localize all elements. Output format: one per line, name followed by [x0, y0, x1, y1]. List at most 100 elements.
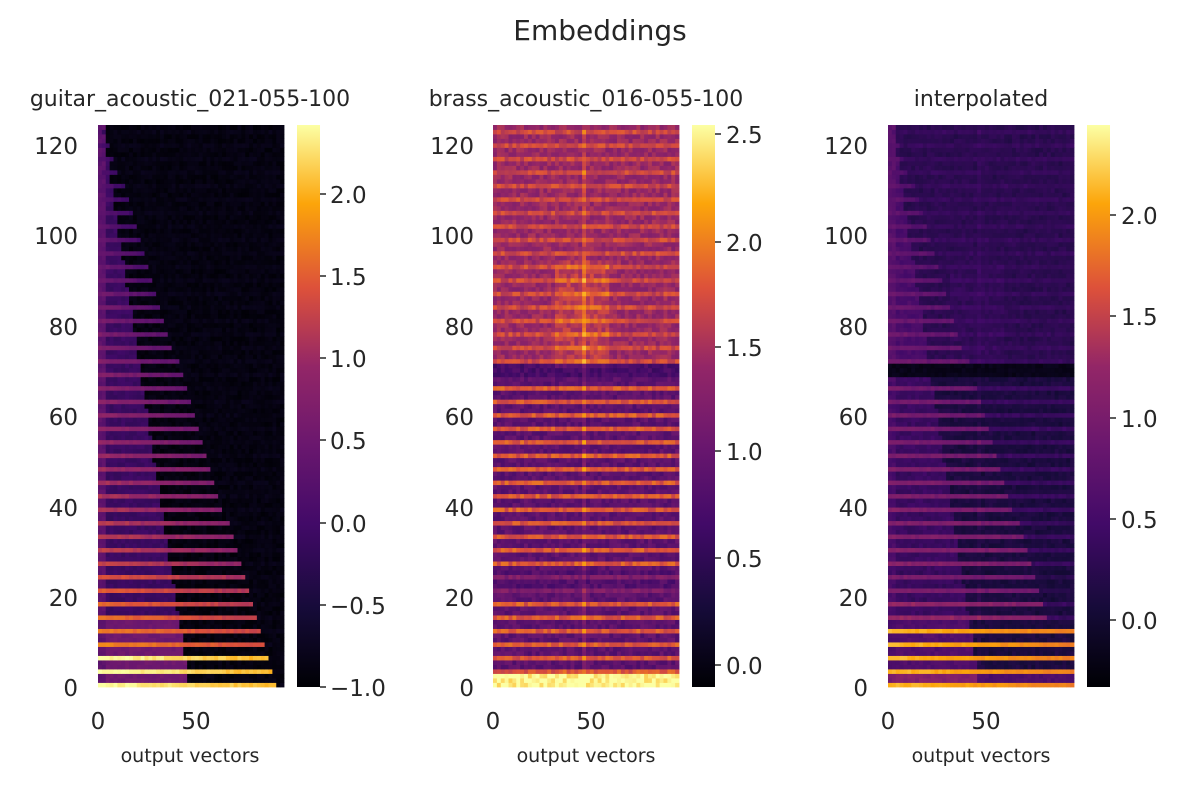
heatmap-cell [268, 385, 273, 391]
heatmap-cell [253, 372, 258, 378]
heatmap-cell [148, 408, 153, 414]
heatmap-cell [183, 511, 188, 517]
heatmap-cell [264, 421, 269, 427]
heatmap-cell [183, 628, 188, 634]
heatmap-cell [163, 592, 169, 598]
heatmap-cell [206, 345, 211, 351]
heatmap-cell [125, 246, 130, 252]
heatmap-cell [194, 259, 200, 265]
heatmap-cell [175, 399, 180, 405]
heatmap-cell [218, 273, 223, 279]
heatmap-cell [194, 601, 200, 607]
heatmap-cell [191, 241, 196, 247]
heatmap-cell [245, 255, 250, 261]
heatmap-cell [222, 493, 227, 499]
heatmap-cell [144, 439, 149, 445]
heatmap-cell [167, 259, 173, 265]
heatmap-cell [202, 471, 207, 477]
heatmap-cell [276, 300, 281, 306]
heatmap-cell [198, 399, 204, 405]
heatmap-cell [175, 520, 180, 526]
heatmap-cell [210, 570, 215, 575]
heatmap-cell [272, 349, 277, 355]
heatmap-cell [144, 457, 149, 463]
heatmap-cell [191, 493, 196, 499]
heatmap-cell [260, 421, 266, 427]
heatmap-cell [210, 642, 215, 647]
heatmap-cell [256, 633, 262, 638]
heatmap-cell [191, 313, 196, 319]
heatmap-cell [256, 385, 262, 391]
heatmap-cell [160, 372, 165, 378]
heatmap-cell [152, 489, 157, 495]
heatmap-cell [280, 628, 285, 634]
heatmap-cell [105, 475, 111, 481]
heatmap-cell [113, 588, 118, 593]
heatmap-cell [136, 484, 142, 490]
heatmap-cell [214, 390, 219, 396]
heatmap-cell [167, 232, 173, 238]
heatmap-cell [194, 493, 200, 499]
heatmap-cell [210, 534, 215, 540]
heatmap-cell [183, 502, 188, 508]
heatmap-cell [268, 331, 273, 337]
heatmap-cell [109, 331, 114, 337]
heatmap-cell [163, 408, 169, 414]
heatmap-cell [272, 682, 277, 688]
heatmap-cell [268, 367, 273, 373]
heatmap-cell [175, 304, 180, 310]
heatmap-cell [210, 480, 215, 486]
heatmap-cell [233, 273, 238, 279]
heatmap-cell [218, 561, 223, 567]
heatmap-cell [163, 223, 169, 229]
heatmap-cell [175, 448, 180, 454]
heatmap-cell [191, 475, 196, 481]
heatmap-cell [148, 588, 153, 593]
heatmap-cell [148, 606, 153, 611]
heatmap-cell [183, 264, 188, 270]
heatmap-cell [156, 498, 161, 504]
heatmap-cell [245, 534, 250, 540]
heatmap-cell [268, 358, 273, 364]
heatmap-cell [256, 327, 262, 333]
heatmap-cell [206, 561, 211, 567]
heatmap-cell [167, 574, 173, 580]
heatmap-cell [214, 426, 219, 432]
heatmap-cell [171, 403, 176, 409]
heatmap-cell [256, 300, 262, 306]
heatmap-cell [101, 462, 107, 468]
heatmap-cell [214, 561, 219, 567]
heatmap-cell [183, 507, 188, 513]
heatmap-cell [109, 669, 114, 674]
heatmap-cell [160, 516, 165, 522]
heatmap-cell [140, 538, 145, 544]
heatmap-cell [191, 385, 196, 391]
heatmap-cell [156, 466, 161, 472]
heatmap-cell [152, 592, 157, 598]
heatmap-cell [210, 448, 215, 454]
heatmap-cell [187, 435, 192, 441]
heatmap-cell [202, 520, 207, 526]
heatmap-cell [98, 309, 103, 315]
heatmap-cell [233, 228, 238, 234]
heatmap-cell [132, 646, 138, 652]
heatmap-cell [171, 376, 176, 382]
heatmap-cell [101, 376, 107, 382]
heatmap-cell [225, 394, 231, 400]
heatmap-cell [260, 426, 266, 432]
heatmap-cell [218, 381, 223, 387]
heatmap-cell [191, 597, 196, 602]
heatmap-cell [218, 534, 223, 540]
heatmap-cell [101, 489, 107, 495]
heatmap-cell [280, 300, 285, 306]
heatmap-cell [225, 484, 231, 490]
heatmap-cell [218, 268, 223, 274]
heatmap-cell [156, 462, 161, 468]
heatmap-cell [256, 556, 262, 562]
heatmap-cell [268, 223, 273, 229]
heatmap-cell [175, 664, 180, 670]
heatmap-cell [187, 669, 192, 674]
heatmap-cell [101, 435, 107, 441]
heatmap-cell [237, 624, 242, 629]
heatmap-cell [276, 363, 281, 369]
